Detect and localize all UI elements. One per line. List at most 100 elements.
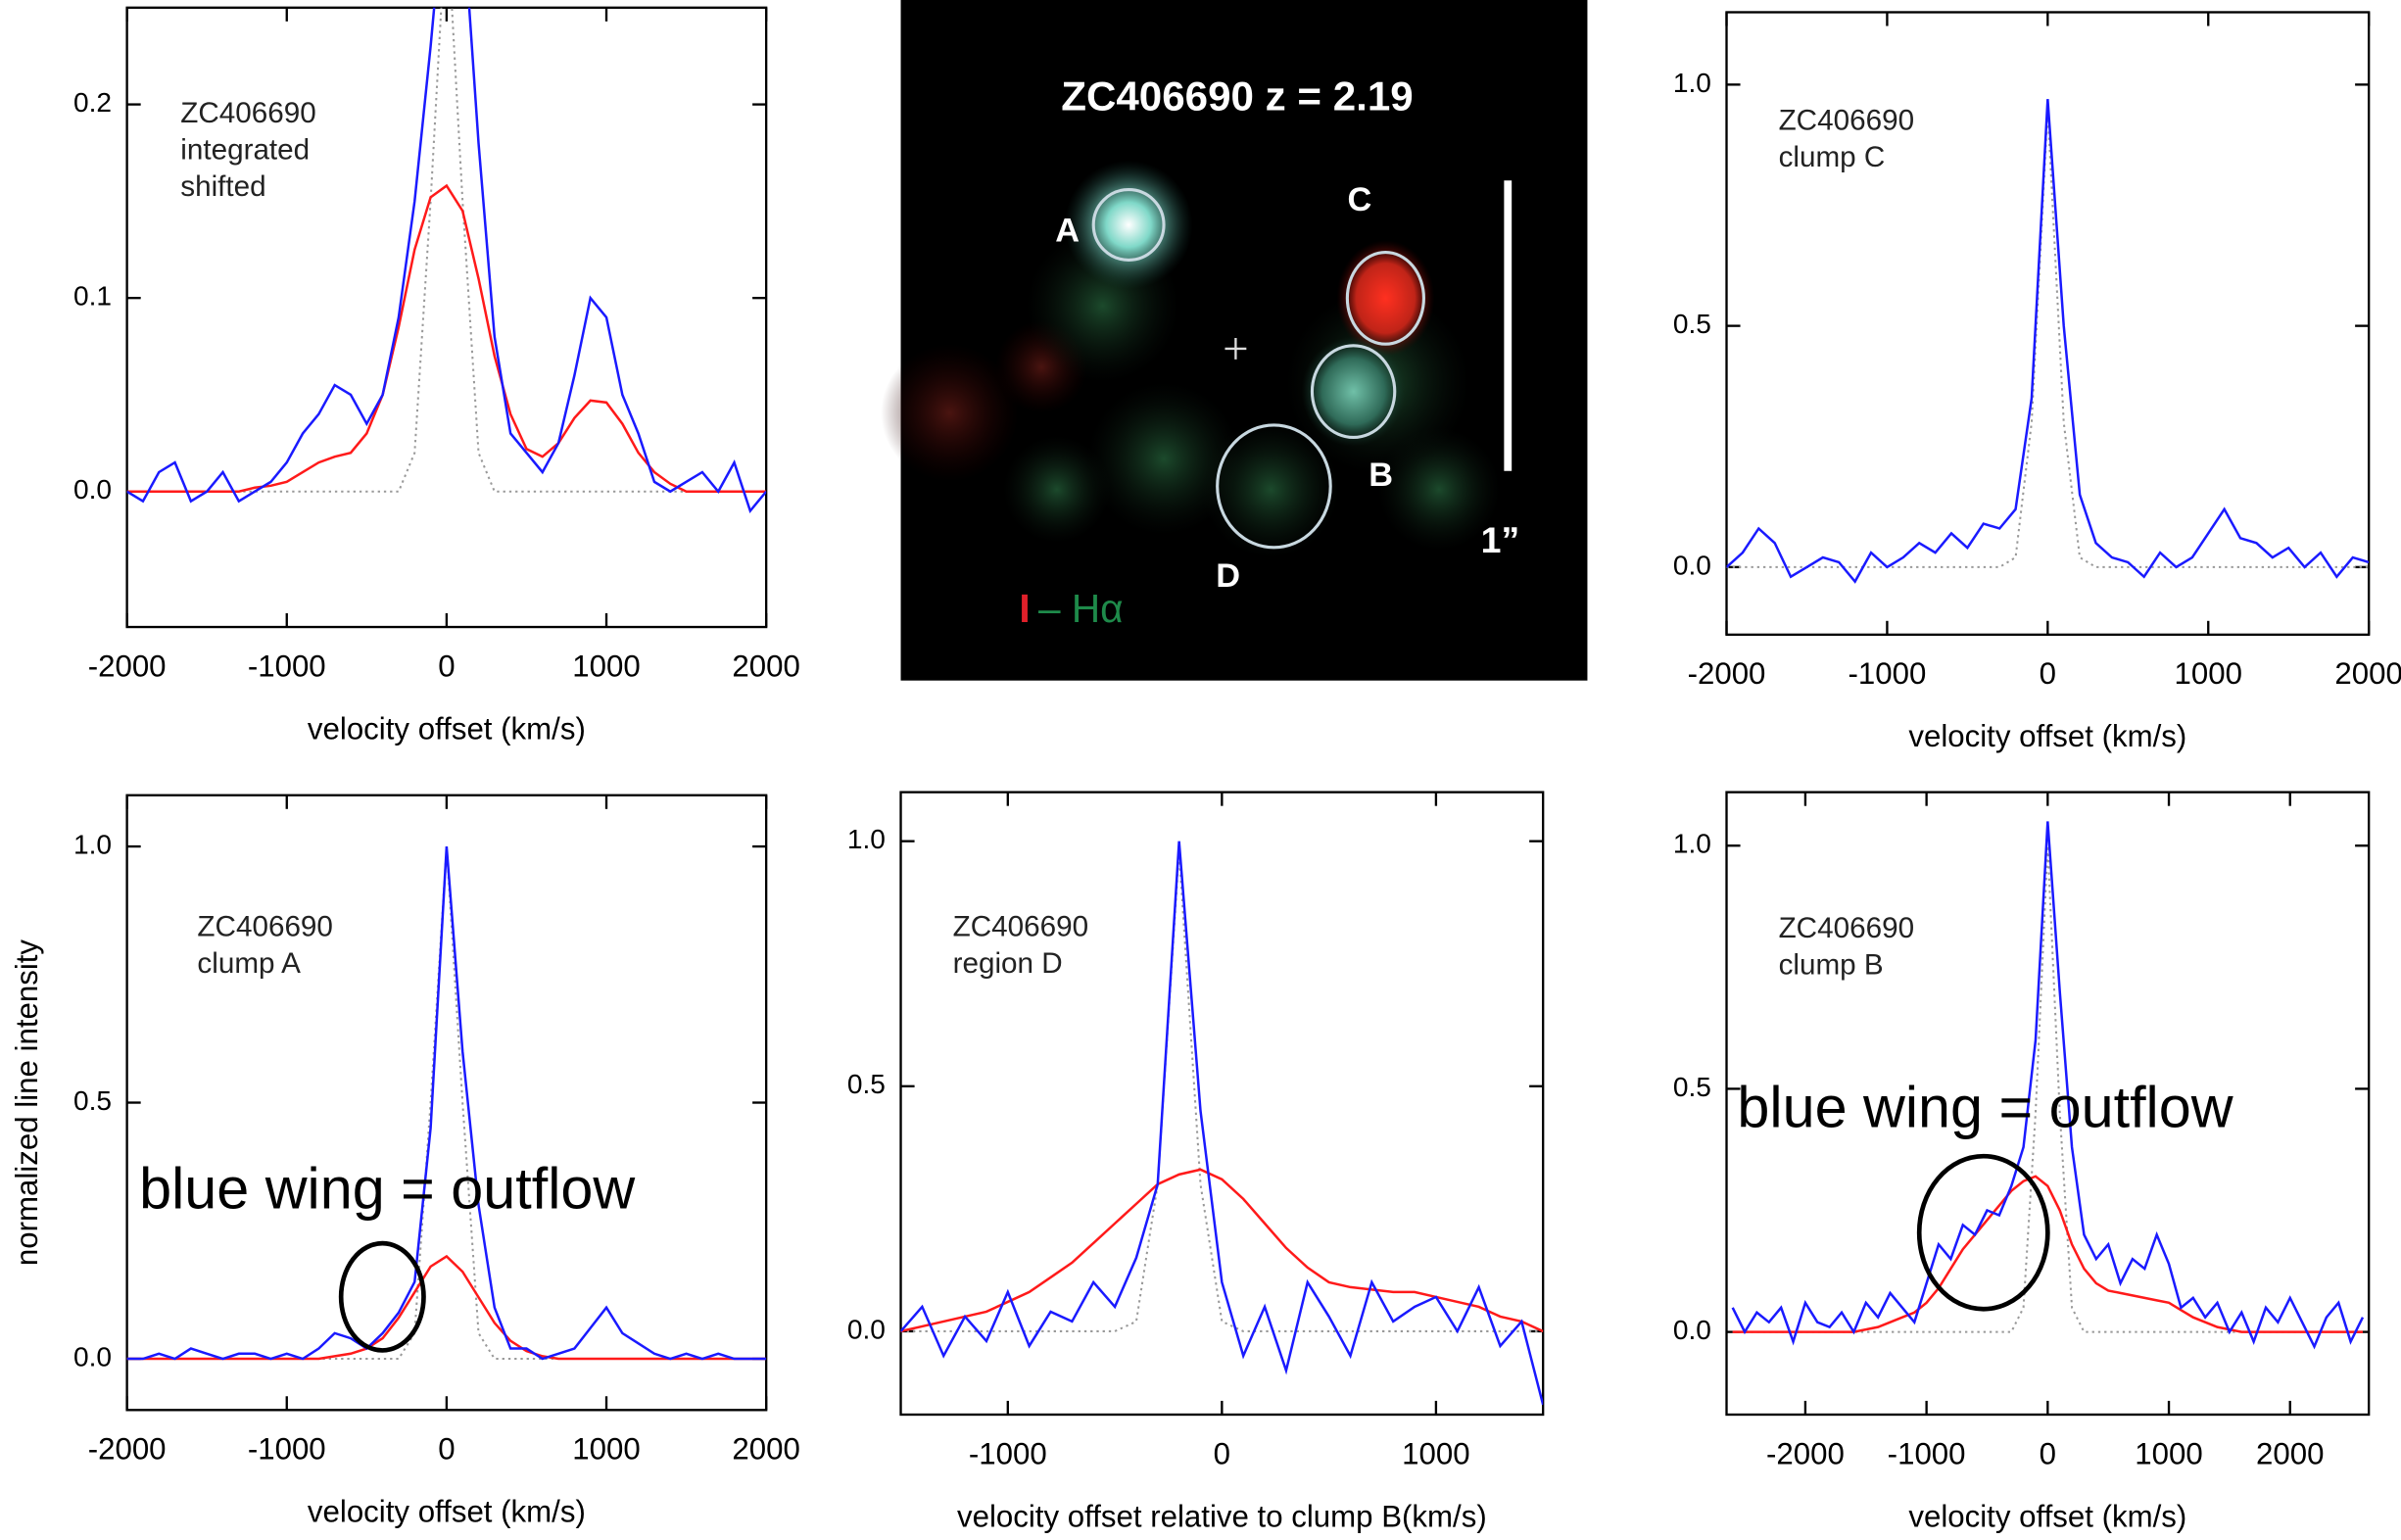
x-tick-label: -1000	[1848, 656, 1926, 691]
y-tick-label: 0.5	[847, 1069, 886, 1099]
callout-ellipse	[1916, 1153, 2050, 1312]
x-tick-label: 0	[438, 649, 455, 683]
x-tick-label: 1000	[572, 649, 640, 683]
series-line	[1726, 108, 2370, 568]
plot-area	[1731, 821, 2365, 1350]
x-tick-label: 0	[2040, 1436, 2056, 1470]
panel: -2000 -1000 0 1000 2000 0.0 0.5 1.0 ZC406690 clum…	[1673, 791, 2371, 1533]
series-line	[126, 845, 767, 1361]
clump-label: C	[1347, 181, 1371, 218]
y-tick-label: 0.0	[847, 1314, 886, 1344]
y-tick-label: 0.0	[1673, 550, 1711, 580]
series-line	[900, 841, 1544, 1406]
annotation: ZC406690	[1779, 912, 1915, 944]
annotation: integrated	[180, 133, 310, 166]
y-tick-label: 1.0	[1673, 829, 1711, 859]
clump-label: D	[1216, 557, 1240, 595]
annotation: ZC406690	[197, 910, 332, 942]
plot-frame	[899, 791, 1545, 1417]
glow	[881, 344, 1019, 482]
x-tick-label: 0	[2040, 656, 2056, 691]
glow	[1202, 420, 1340, 558]
aperture	[1310, 344, 1397, 440]
x-axis-label: velocity offset (km/s)	[308, 1495, 586, 1529]
aperture	[1216, 423, 1332, 550]
x-tick-label: 0	[1214, 1436, 1230, 1470]
blob	[1336, 240, 1435, 357]
plot-frame	[125, 794, 768, 1412]
plot-area	[900, 841, 1544, 1406]
annotation: ZC406690	[180, 97, 316, 129]
x-tick-label: -2000	[1766, 1436, 1845, 1470]
x-tick-label: 1000	[2175, 656, 2242, 691]
y-tick-label: 0.5	[73, 1085, 112, 1116]
series-line	[1731, 821, 2365, 1350]
annotation: ZC406690	[1779, 105, 1915, 137]
x-tick-label: 2000	[732, 649, 799, 683]
x-tick-label: -1000	[248, 649, 326, 683]
annotation: clump C	[1779, 141, 1886, 173]
x-axis-label: velocity offset (km/s)	[1908, 719, 2186, 753]
clump-label: A	[1055, 212, 1080, 249]
panel: -2000 -1000 0 1000 2000 0.0 0.5 1.0 ZC406690 clum…	[1673, 11, 2401, 753]
x-tick-label: -2000	[1688, 656, 1766, 691]
panel: -2000 -1000 0 1000 2000 0.0 0.1 0.2 ZC406690 inte…	[73, 6, 800, 746]
legend-green: – Hα	[1038, 586, 1124, 631]
scale-label: 1”	[1481, 519, 1520, 560]
annotation: shifted	[180, 170, 265, 203]
y-axis-label: normalized line intensity	[10, 939, 44, 1267]
series-line	[1732, 1175, 2363, 1333]
x-tick-label: 2000	[2256, 1436, 2324, 1470]
y-tick-label: 0.5	[1673, 309, 1711, 339]
legend-red: I	[1019, 586, 1030, 631]
y-tick-label: 0.0	[73, 474, 112, 505]
y-tick-label: 1.0	[73, 829, 112, 859]
image-title: ZC406690 z = 2.19	[1061, 73, 1413, 120]
glow	[1086, 382, 1241, 536]
series-line	[900, 1168, 1544, 1333]
glow	[1003, 435, 1111, 544]
plot-area	[126, 7, 767, 514]
x-tick-label: 2000	[2334, 656, 2401, 691]
x-tick-label: -1000	[969, 1436, 1047, 1470]
y-tick-label: 0.5	[1673, 1072, 1711, 1102]
callout: blue wing = outflow	[1737, 1075, 2233, 1140]
y-tick-label: 0.0	[73, 1341, 112, 1372]
y-tick-label: 0.0	[1673, 1315, 1711, 1345]
series-line	[126, 7, 767, 514]
center-cross	[1225, 337, 1247, 360]
callout-ellipse	[338, 1240, 426, 1353]
annotation: clump B	[1779, 948, 1884, 981]
x-tick-label: 2000	[732, 1432, 799, 1467]
x-tick-label: 1000	[1402, 1436, 1469, 1470]
x-axis-label: velocity offset (km/s)	[1908, 1499, 2186, 1533]
plot-area	[126, 845, 767, 1361]
y-tick-label: 0.1	[73, 281, 112, 312]
clump-label: B	[1369, 457, 1393, 494]
series-line	[126, 183, 767, 493]
blob	[1064, 160, 1193, 290]
x-axis-label: velocity offset (km/s)	[308, 711, 586, 746]
x-tick-label: -2000	[88, 1432, 167, 1467]
aperture	[1345, 251, 1425, 346]
series-line	[126, 7, 767, 493]
x-tick-label: 1000	[2135, 1436, 2202, 1470]
annotation: clump A	[197, 947, 301, 980]
image-panel: ZC406690 z = 2.19 A B C D 1” I – Hα	[881, 0, 1588, 681]
panel: -2000 -1000 0 1000 2000 0.0 0.5 1.0 ZC406690 clum…	[10, 794, 800, 1529]
x-tick-label: -1000	[1888, 1436, 1966, 1470]
y-tick-label: 1.0	[847, 824, 886, 854]
plot-area	[1726, 99, 2370, 584]
annotation: ZC406690	[953, 910, 1089, 942]
x-tick-label: 0	[438, 1432, 455, 1467]
y-tick-label: 0.2	[73, 87, 112, 118]
blob	[1301, 336, 1406, 447]
x-tick-label: -1000	[248, 1432, 326, 1467]
annotation: region D	[953, 947, 1063, 980]
callout: blue wing = outflow	[139, 1155, 635, 1221]
x-tick-label: -2000	[88, 649, 167, 683]
x-axis-label: velocity offset relative to clump B(km/s…	[957, 1499, 1487, 1533]
series-line	[126, 1254, 767, 1361]
